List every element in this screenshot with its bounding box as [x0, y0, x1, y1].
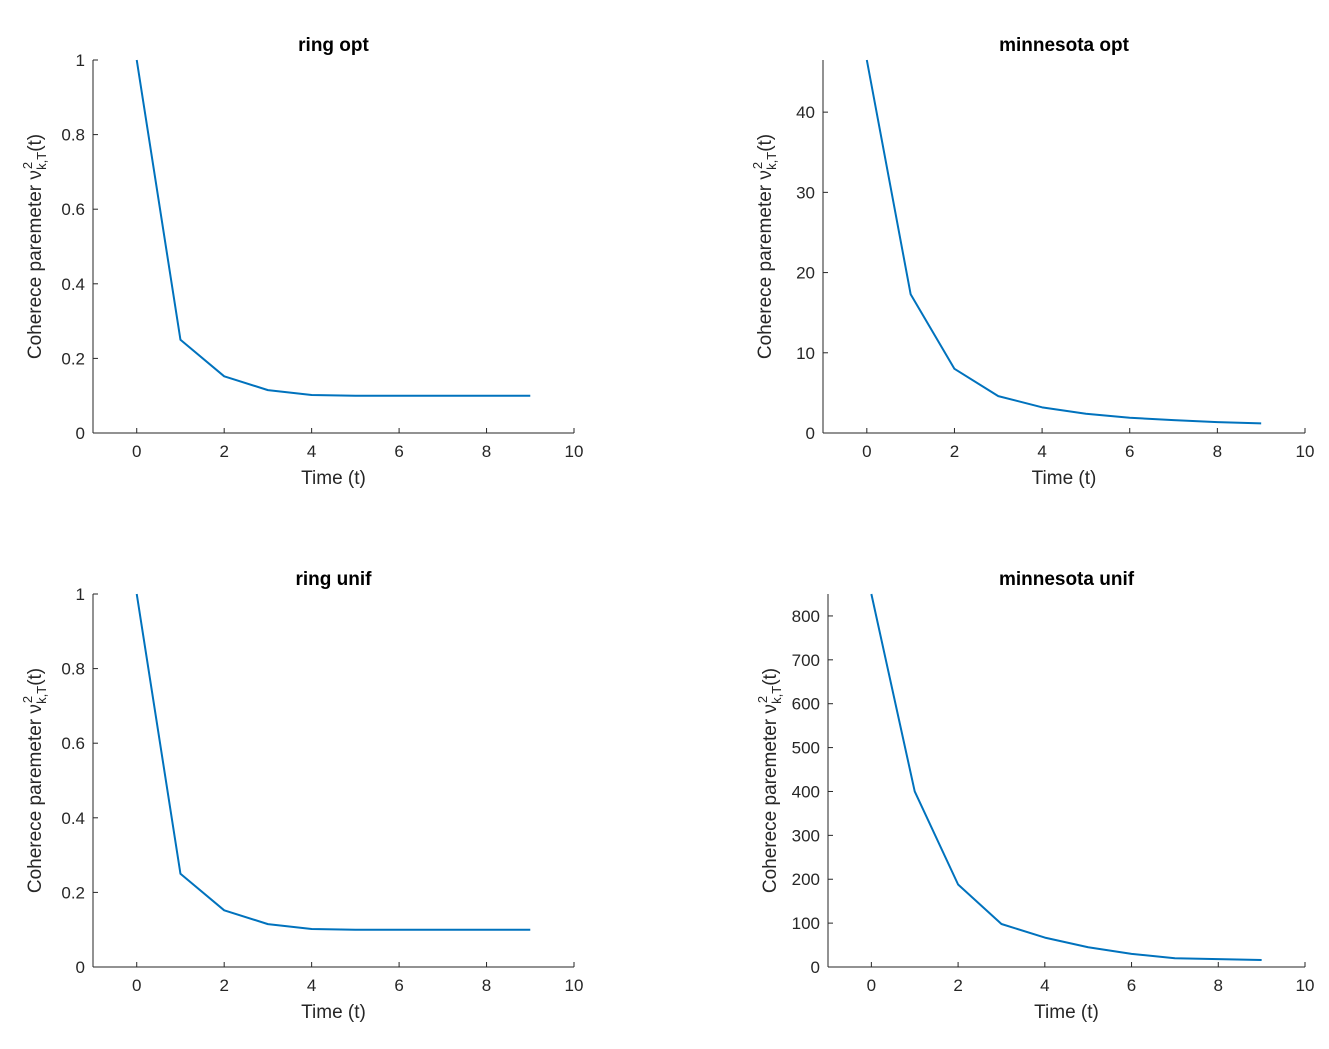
x-tick-label: 2: [953, 976, 962, 995]
y-tick-label: 10: [796, 344, 815, 363]
x-tick-label: 0: [132, 442, 141, 461]
y-axis-label: Coherece paremeter ν2k,T(t): [750, 134, 779, 359]
y-tick-label: 0.6: [61, 200, 85, 219]
y-axis-label: Coherece paremeter ν2k,T(t): [20, 134, 49, 359]
series-line: [135, 59, 531, 397]
y-tick-label: 0: [806, 424, 815, 443]
subplot-3: 0 2 4 6 8 10 0 0.2 0.4 0.6 0.8 1 ring unif Time (t) Co…: [20, 569, 583, 1023]
x-tick-label: 10: [1296, 976, 1315, 995]
x-tick-label: 6: [394, 442, 403, 461]
x-tick-label: 4: [307, 976, 316, 995]
y-tick-label: 40: [796, 103, 815, 122]
x-tick-label: 4: [1037, 442, 1046, 461]
y-tick-label: 1: [76, 51, 85, 70]
y-tick-label: 0.8: [61, 660, 85, 679]
y-tick-label: 200: [792, 870, 820, 889]
y-tick-label: 0: [76, 958, 85, 977]
x-tick-label: 10: [565, 442, 584, 461]
y-tick-label: 0.2: [61, 883, 85, 902]
y-tick-label: 0.4: [61, 275, 85, 294]
y-tick-label: 0.4: [61, 809, 85, 828]
y-tick-label: 600: [792, 695, 820, 714]
y-tick-label: 500: [792, 739, 820, 758]
y-tick-label: 0: [76, 424, 85, 443]
x-axis-label: Time (t): [301, 1002, 366, 1023]
subplot-1: 0 2 4 6 8 10 0 0.2 0.4 0.6 0.8 1 ring opt Time (t) Coh…: [20, 35, 583, 489]
x-axis-label: Time (t): [1034, 1002, 1099, 1023]
x-tick-label: 6: [1125, 442, 1134, 461]
y-tick-label: 0: [811, 958, 820, 977]
x-tick-label: 0: [862, 442, 871, 461]
chart-title: ring unif: [296, 569, 373, 590]
x-tick-label: 8: [482, 976, 491, 995]
y-tick-label: 0.6: [61, 734, 85, 753]
y-tick-label: 800: [792, 607, 820, 626]
x-tick-label: 2: [219, 442, 228, 461]
x-tick-label: 6: [1127, 976, 1136, 995]
x-tick-label: 4: [307, 442, 316, 461]
x-tick-label: 0: [867, 976, 876, 995]
x-axis-label: Time (t): [1032, 468, 1097, 489]
y-axis-label: Coherece paremeter ν2k,T(t): [755, 668, 784, 893]
chart-title: ring opt: [298, 35, 369, 56]
series-line: [870, 593, 1262, 961]
x-tick-label: 8: [482, 442, 491, 461]
x-tick-label: 2: [219, 976, 228, 995]
series-line: [135, 593, 531, 931]
y-tick-label: 1: [76, 585, 85, 604]
y-tick-label: 0.8: [61, 126, 85, 145]
x-tick-label: 10: [1296, 442, 1315, 461]
x-tick-label: 8: [1213, 442, 1222, 461]
y-tick-label: 300: [792, 826, 820, 845]
x-tick-label: 6: [394, 976, 403, 995]
y-tick-label: 30: [796, 183, 815, 202]
y-tick-label: 400: [792, 782, 820, 801]
y-axis-label: Coherece paremeter ν2k,T(t): [20, 668, 49, 893]
x-tick-label: 10: [565, 976, 584, 995]
x-tick-label: 0: [132, 976, 141, 995]
chart-title: minnesota unif: [999, 569, 1135, 590]
x-tick-label: 2: [950, 442, 959, 461]
y-tick-label: 0.2: [61, 349, 85, 368]
x-tick-label: 4: [1040, 976, 1049, 995]
chart-title: minnesota opt: [999, 35, 1130, 56]
x-tick-label: 8: [1214, 976, 1223, 995]
series-line: [865, 59, 1262, 425]
y-tick-label: 20: [796, 264, 815, 283]
y-tick-label: 700: [792, 651, 820, 670]
subplot-4: 0 2 4 6 8 100100200300400500600700800minnesot…: [755, 569, 1314, 1023]
subplot-2: 0 2 4 6 8 10 0 10 20 30 40 minnesota opt Time (t) Coh…: [750, 35, 1314, 489]
x-axis-label: Time (t): [301, 468, 366, 489]
y-tick-label: 100: [792, 914, 820, 933]
